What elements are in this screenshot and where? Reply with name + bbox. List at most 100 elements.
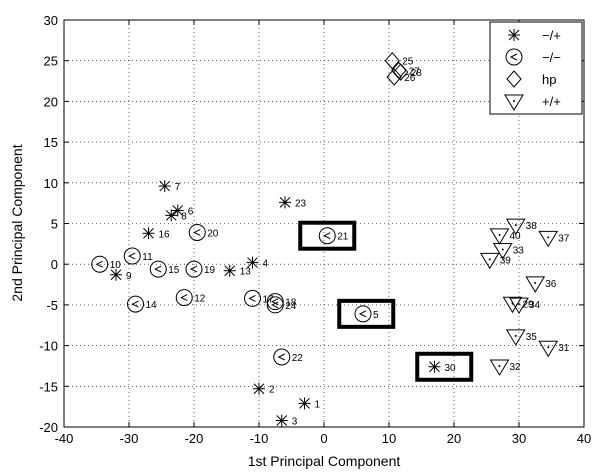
data-point (244, 289, 261, 307)
data-point (354, 305, 372, 323)
point-label: 5 (373, 310, 379, 321)
point-label: 37 (558, 233, 570, 244)
y-tick-label: 15 (44, 135, 58, 150)
data-point (509, 297, 529, 315)
marker-circle (185, 260, 203, 278)
data-point (384, 51, 400, 70)
data-point (91, 255, 109, 273)
highlight-boxes (298, 220, 474, 382)
highlight-box (298, 220, 357, 251)
point-label: 31 (558, 343, 570, 354)
marker-dot (488, 258, 491, 261)
data-point (318, 227, 336, 245)
marker-inner-arrow (323, 232, 331, 240)
y-tick-label: -15 (39, 379, 58, 394)
marker-dot (534, 281, 537, 284)
point-label: 30 (445, 363, 457, 374)
data-point (505, 329, 526, 346)
y-tick-label: 20 (44, 94, 58, 109)
marker-inner-arrow (180, 294, 188, 302)
marker-triangle (505, 329, 526, 346)
x-tick-label: 0 (320, 431, 327, 446)
point-label: 1 (315, 399, 321, 410)
marker-circle (175, 289, 193, 307)
point-label: 23 (295, 198, 307, 209)
point-label: 2 (269, 385, 275, 396)
marker-triangle (492, 243, 513, 260)
data-point (393, 63, 409, 81)
marker-inner-arrow (154, 265, 162, 273)
marker-circle (318, 227, 336, 245)
marker-triangle (489, 359, 510, 376)
point-label: 17 (263, 294, 275, 305)
marker-dot (514, 224, 517, 227)
marker-inner-arrow (358, 310, 367, 318)
point-label: 15 (168, 265, 180, 276)
marker-circle (505, 48, 523, 66)
marker-triangle (525, 276, 546, 293)
marker-dot (501, 248, 504, 251)
point-label: 14 (146, 300, 158, 311)
data-point (266, 293, 284, 311)
legend-marker (508, 29, 520, 41)
point-label: 12 (194, 294, 206, 305)
point-label: 6 (188, 206, 194, 217)
point-label: 36 (545, 279, 557, 290)
highlight-box (337, 298, 396, 329)
data-point (165, 209, 178, 222)
data-point (171, 204, 184, 217)
data-points (91, 51, 559, 427)
data-point (298, 397, 311, 410)
point-label: 10 (110, 260, 122, 271)
legend-marker (505, 48, 523, 66)
y-tick-label: -20 (39, 420, 58, 435)
point-label: 8 (181, 211, 187, 222)
marker-circle (354, 305, 372, 323)
legend-marker (504, 94, 524, 111)
point-label: 11 (142, 252, 153, 263)
point-label: 18 (285, 298, 297, 309)
marker-circle (244, 289, 261, 307)
marker-circle (266, 293, 284, 311)
marker-dot (514, 334, 517, 337)
point-label: 32 (510, 362, 522, 373)
point-label: 13 (240, 267, 252, 278)
point-label: 35 (526, 332, 538, 343)
point-label: 39 (500, 255, 512, 266)
point-label: 33 (513, 246, 525, 257)
marker-dot (513, 100, 515, 102)
data-point (492, 243, 513, 260)
highlight-box (415, 351, 474, 382)
marker-inner-arrow (95, 260, 103, 268)
legend-label: −/− (542, 50, 561, 65)
point-label: 34 (529, 300, 541, 311)
axes-frame (63, 19, 585, 428)
x-tick-label: -20 (185, 431, 204, 446)
legend-label: +/+ (542, 94, 561, 109)
data-point (185, 260, 203, 278)
marker-inner-arrow (131, 300, 139, 308)
data-point (123, 247, 141, 265)
marker-circle (149, 260, 167, 278)
point-label: 9 (126, 271, 132, 282)
tick-labels: -40 -30 -20 -10 0 10 20 30 40-20-15-10-505101520… (39, 13, 591, 446)
data-point (505, 218, 526, 236)
data-point (489, 228, 510, 245)
data-point (223, 264, 236, 277)
marker-inner-arrow (128, 252, 136, 260)
marker-circle (188, 223, 206, 241)
data-point (428, 360, 441, 373)
data-point (142, 227, 155, 240)
data-point (275, 414, 288, 427)
point-label: 21 (337, 232, 349, 243)
data-point (538, 230, 559, 248)
marker-circle (266, 296, 284, 314)
y-tick-label: 5 (51, 217, 58, 232)
point-label: 38 (526, 221, 538, 232)
data-point (188, 223, 206, 241)
point-label: 4 (263, 259, 269, 270)
marker-circle (273, 348, 291, 366)
marker-triangle (489, 228, 510, 245)
point-label: 25 (402, 57, 414, 68)
